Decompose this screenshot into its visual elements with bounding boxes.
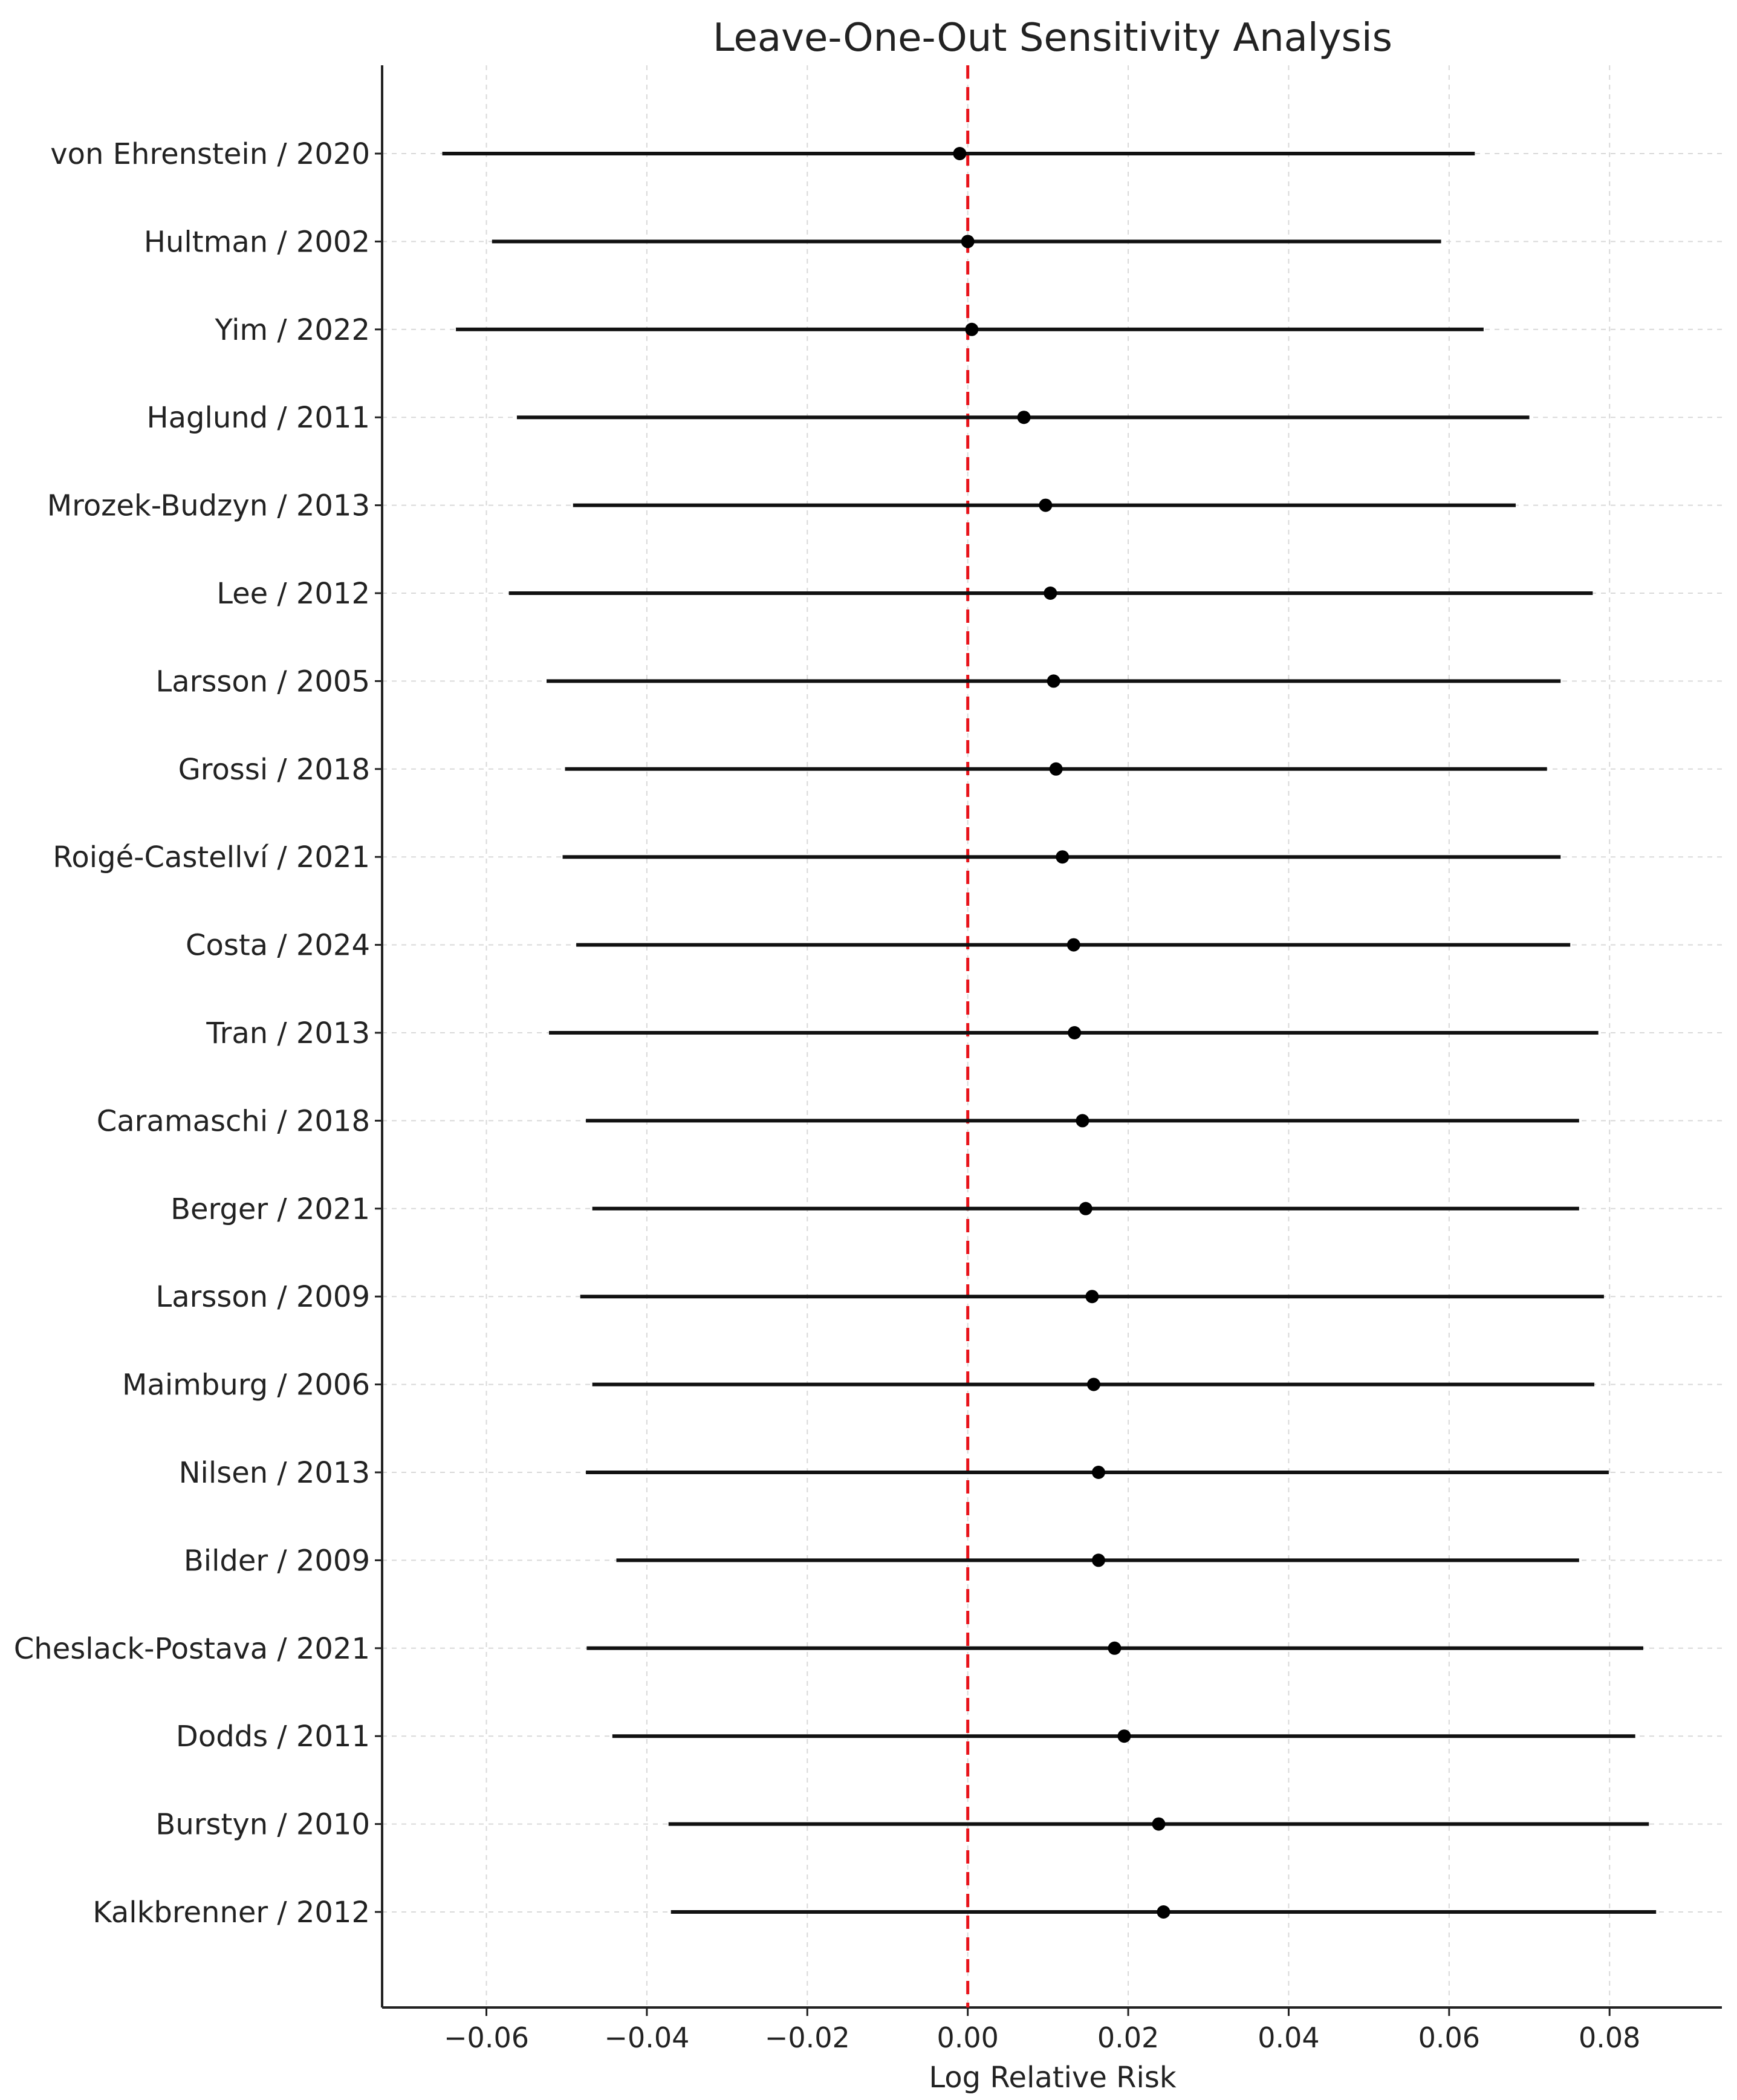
point-estimate — [953, 147, 967, 160]
study-label: Costa / 2024 — [186, 929, 370, 963]
point-estimate — [1091, 1466, 1105, 1479]
point-estimate — [1108, 1641, 1122, 1655]
x-tick-label: 0.08 — [1579, 2021, 1640, 2054]
x-tick-label: −0.02 — [765, 2021, 850, 2054]
study-label: Haglund / 2011 — [147, 401, 370, 435]
study-label: Burstyn / 2010 — [155, 1808, 370, 1842]
study-label: Tran / 2013 — [206, 1016, 370, 1050]
point-estimate — [1085, 1290, 1099, 1304]
point-estimate — [1117, 1729, 1131, 1743]
study-label: Roigé-Castellví / 2021 — [53, 840, 370, 874]
point-estimate — [1157, 1905, 1170, 1919]
point-estimate — [1049, 762, 1063, 776]
chart-title: Leave-One-Out Sensitivity Analysis — [713, 16, 1392, 60]
study-label: Caramaschi / 2018 — [97, 1104, 370, 1138]
study-label: Cheslack-Postava / 2021 — [14, 1632, 370, 1666]
point-estimate — [1056, 850, 1070, 864]
point-estimate — [1091, 1553, 1105, 1567]
study-label: Lee / 2012 — [216, 577, 370, 611]
study-label: Larsson / 2005 — [155, 665, 370, 698]
study-label: Mrozek-Budzyn / 2013 — [47, 489, 370, 523]
study-label: Bilder / 2009 — [184, 1544, 370, 1578]
x-tick-label: 0.06 — [1418, 2021, 1480, 2054]
study-label: Hultman / 2002 — [144, 225, 370, 259]
study-label: Dodds / 2011 — [176, 1720, 370, 1754]
point-estimate — [1068, 1026, 1082, 1039]
study-label: Nilsen / 2013 — [179, 1456, 370, 1490]
x-tick-label: 0.02 — [1097, 2021, 1159, 2054]
x-tick-label: 0.00 — [937, 2021, 998, 2054]
study-label: Kalkbrenner / 2012 — [93, 1896, 370, 1929]
point-estimate — [965, 322, 979, 336]
point-estimate — [1017, 411, 1031, 424]
x-tick-label: −0.06 — [444, 2021, 529, 2054]
study-label: von Ehrenstein / 2020 — [50, 137, 370, 171]
point-estimate — [1047, 674, 1060, 688]
study-label: Berger / 2021 — [170, 1192, 370, 1226]
point-estimate — [1044, 587, 1057, 600]
axis-layer: −0.06 −0.04 −0.02 0.00 0.02 0.04 0.06 0.08 von E… — [14, 65, 1722, 2054]
point-estimate — [1079, 1201, 1093, 1215]
grid-layer — [382, 65, 1722, 2007]
x-axis-label: Log Relative Risk — [929, 2061, 1177, 2095]
point-estimate — [1076, 1114, 1089, 1128]
study-label: Larsson / 2009 — [155, 1280, 370, 1314]
point-estimate — [1039, 498, 1053, 512]
point-estimate — [961, 235, 975, 249]
study-layer — [442, 147, 1657, 1919]
study-label: Maimburg / 2006 — [122, 1368, 370, 1402]
study-label: Grossi / 2018 — [178, 753, 370, 787]
point-estimate — [1087, 1377, 1101, 1391]
point-estimate — [1152, 1817, 1166, 1831]
study-label: Yim / 2022 — [214, 313, 370, 347]
x-tick-label: −0.04 — [604, 2021, 689, 2054]
point-estimate — [1067, 938, 1080, 952]
x-tick-label: 0.04 — [1258, 2021, 1319, 2054]
